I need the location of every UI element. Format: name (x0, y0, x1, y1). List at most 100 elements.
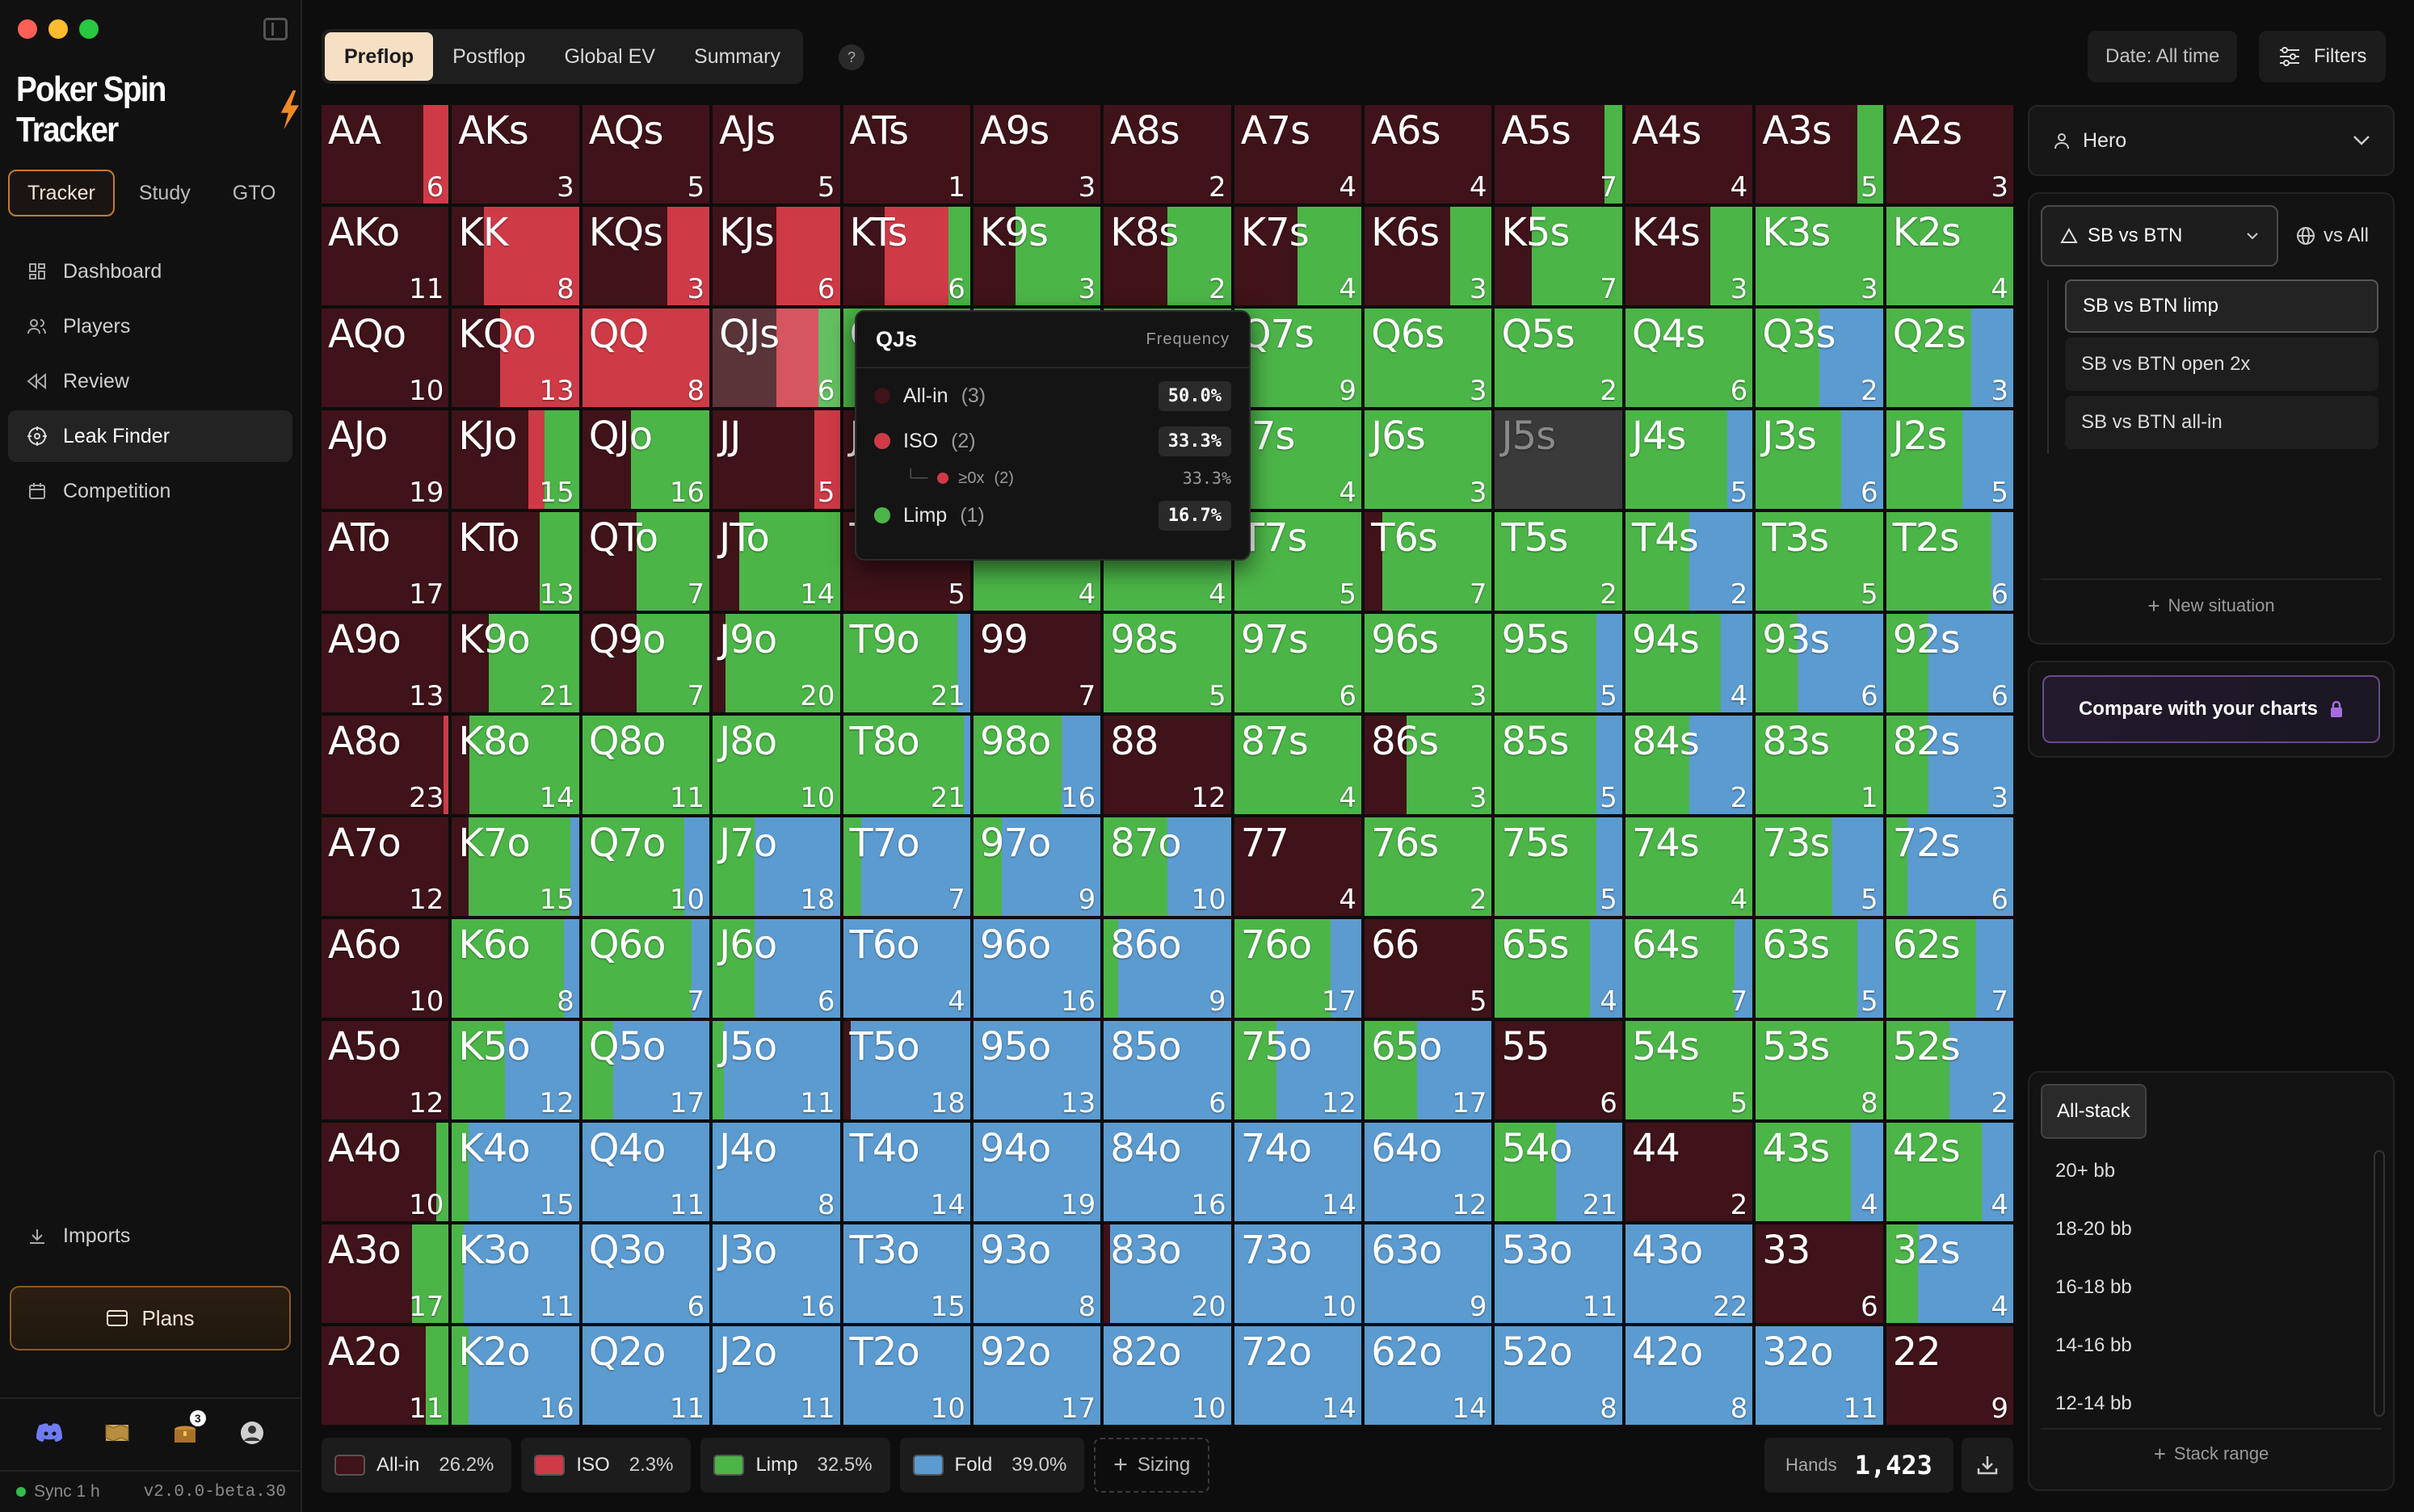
hand-cell[interactable]: K7s 4 (1234, 207, 1362, 305)
hand-cell[interactable]: A7s 4 (1234, 105, 1362, 204)
hand-cell[interactable]: T5o 18 (843, 1021, 970, 1119)
hand-cell[interactable]: KJo 15 (452, 410, 579, 509)
hand-cell[interactable]: J4s 5 (1625, 410, 1753, 509)
hand-cell[interactable]: KK 8 (452, 207, 579, 305)
mode-tab-tracker[interactable]: Tracker (8, 170, 115, 216)
tab-postflop[interactable]: Postflop (452, 45, 526, 68)
situation-item-open-2x[interactable]: SB vs BTN open 2x (2065, 338, 2378, 391)
maximize-window-button[interactable] (79, 19, 99, 39)
legend-allin[interactable]: All-in 26.2% (322, 1438, 512, 1493)
hand-cell[interactable]: 84s 2 (1625, 716, 1753, 814)
hand-cell[interactable]: 96s 3 (1365, 614, 1492, 712)
hand-cell[interactable]: 93s 6 (1756, 614, 1883, 712)
hand-cell[interactable]: Q4s 6 (1625, 309, 1753, 407)
sidebar-item-leak-finder[interactable]: Leak Finder (8, 410, 292, 462)
sidebar-item-dashboard[interactable]: Dashboard (8, 246, 292, 297)
hand-cell[interactable]: J3o 16 (713, 1224, 840, 1323)
hand-cell[interactable]: 84o 16 (1104, 1123, 1231, 1221)
hand-cell[interactable]: JJ 5 (713, 410, 840, 509)
hand-cell[interactable]: 65o 17 (1365, 1021, 1492, 1119)
hand-cell[interactable]: 43s 4 (1756, 1123, 1883, 1221)
hand-cell[interactable]: 72s 6 (1886, 817, 2013, 916)
hand-cell[interactable]: 54s 5 (1625, 1021, 1753, 1119)
tab-preflop[interactable]: Preflop (325, 32, 434, 81)
hand-cell[interactable]: A2s 3 (1886, 105, 2013, 204)
hand-cell[interactable]: 94o 19 (973, 1123, 1101, 1221)
hand-cell[interactable]: 98s 5 (1104, 614, 1231, 712)
hand-cell[interactable]: K6o 8 (452, 919, 579, 1018)
stack-item-20-plus[interactable]: 20+ bb (2055, 1160, 2116, 1182)
hand-cell[interactable]: A8s 2 (1104, 105, 1231, 204)
hand-cell[interactable]: 98o 16 (973, 716, 1101, 814)
stack-item-16-18[interactable]: 16-18 bb (2055, 1276, 2132, 1298)
hand-cell[interactable]: J4o 8 (713, 1123, 840, 1221)
hand-cell[interactable]: 86o 9 (1104, 919, 1231, 1018)
hand-cell[interactable]: A5s 7 (1495, 105, 1622, 204)
hand-cell[interactable]: Q6s 3 (1365, 309, 1492, 407)
hand-cell[interactable]: 44 2 (1625, 1123, 1753, 1221)
hand-cell[interactable]: 83s 1 (1756, 716, 1883, 814)
hand-cell[interactable]: 93o 8 (973, 1224, 1101, 1323)
hand-cell[interactable]: A4o 10 (322, 1123, 449, 1221)
hand-cell[interactable]: JTo 14 (713, 512, 840, 611)
hand-cell[interactable]: AKs 3 (452, 105, 579, 204)
hand-cell[interactable]: J7o 18 (713, 817, 840, 916)
hand-cell[interactable]: AKo 11 (322, 207, 449, 305)
hand-cell[interactable]: Q2s 3 (1886, 309, 2013, 407)
hand-cell[interactable]: A9o 13 (322, 614, 449, 712)
hand-cell[interactable]: 76o 17 (1234, 919, 1362, 1018)
hand-cell[interactable]: 43o 22 (1625, 1224, 1753, 1323)
hand-cell[interactable]: T7s 5 (1234, 512, 1362, 611)
stack-scrollbar[interactable] (2374, 1150, 2385, 1417)
hand-cell[interactable]: K8o 14 (452, 716, 579, 814)
hand-cell[interactable]: AA 6 (322, 105, 449, 204)
hand-cell[interactable]: A6o 10 (322, 919, 449, 1018)
hand-cell[interactable]: T3s 5 (1756, 512, 1883, 611)
plans-button[interactable]: Plans (10, 1286, 291, 1350)
stack-range-button[interactable]: + Stack range (2041, 1428, 2382, 1478)
hand-cell[interactable]: 97s 6 (1234, 614, 1362, 712)
hand-cell[interactable]: K4o 15 (452, 1123, 579, 1221)
new-situation-button[interactable]: + New situation (2041, 578, 2382, 632)
situation-item-limp[interactable]: SB vs BTN limp (2065, 279, 2378, 333)
stack-item-14-16[interactable]: 14-16 bb (2055, 1334, 2132, 1356)
sidebar-toggle-icon[interactable] (263, 18, 288, 40)
hand-cell[interactable]: 75o 12 (1234, 1021, 1362, 1119)
hand-cell[interactable]: 64s 7 (1625, 919, 1753, 1018)
hand-cell[interactable]: 52s 2 (1886, 1021, 2013, 1119)
hand-cell[interactable]: 64o 12 (1365, 1123, 1492, 1221)
hand-cell[interactable]: ATo 17 (322, 512, 449, 611)
hand-cell[interactable]: J8o 10 (713, 716, 840, 814)
hand-cell[interactable]: 96o 16 (973, 919, 1101, 1018)
tab-global-ev[interactable]: Global EV (564, 45, 656, 68)
date-filter-button[interactable]: Date: All time (2088, 31, 2238, 82)
stack-item-18-20[interactable]: 18-20 bb (2055, 1218, 2132, 1240)
hand-cell[interactable]: AQs 5 (582, 105, 710, 204)
hand-cell[interactable]: 65s 4 (1495, 919, 1622, 1018)
hand-cell[interactable]: Q5s 2 (1495, 309, 1622, 407)
hand-cell[interactable]: 32o 11 (1756, 1326, 1883, 1425)
hand-cell[interactable]: 72o 14 (1234, 1326, 1362, 1425)
hand-cell[interactable]: 77 4 (1234, 817, 1362, 916)
hand-cell[interactable]: K4s 3 (1625, 207, 1753, 305)
hand-cell[interactable]: T8o 21 (843, 716, 970, 814)
tab-summary[interactable]: Summary (694, 45, 780, 68)
hand-cell[interactable]: 66 5 (1365, 919, 1492, 1018)
hand-cell[interactable]: K9o 21 (452, 614, 579, 712)
hand-cell[interactable]: J5s (1495, 410, 1622, 509)
hand-cell[interactable]: 52o 8 (1495, 1326, 1622, 1425)
hand-cell[interactable]: J6s 3 (1365, 410, 1492, 509)
hand-cell[interactable]: J5o 11 (713, 1021, 840, 1119)
hand-cell[interactable]: A5o 12 (322, 1021, 449, 1119)
hand-cell[interactable]: J6o 6 (713, 919, 840, 1018)
hand-cell[interactable]: K6s 3 (1365, 207, 1492, 305)
sidebar-item-players[interactable]: Players (8, 300, 292, 352)
hand-cell[interactable]: 76s 2 (1365, 817, 1492, 916)
hand-cell[interactable]: 85o 6 (1104, 1021, 1231, 1119)
legend-fold[interactable]: Fold 39.0% (899, 1438, 1085, 1493)
hand-cell[interactable]: 75s 5 (1495, 817, 1622, 916)
hand-cell[interactable]: 42s 4 (1886, 1123, 2013, 1221)
profile-icon[interactable] (236, 1417, 268, 1449)
hand-cell[interactable]: 87s 4 (1234, 716, 1362, 814)
hand-cell[interactable]: AQo 10 (322, 309, 449, 407)
